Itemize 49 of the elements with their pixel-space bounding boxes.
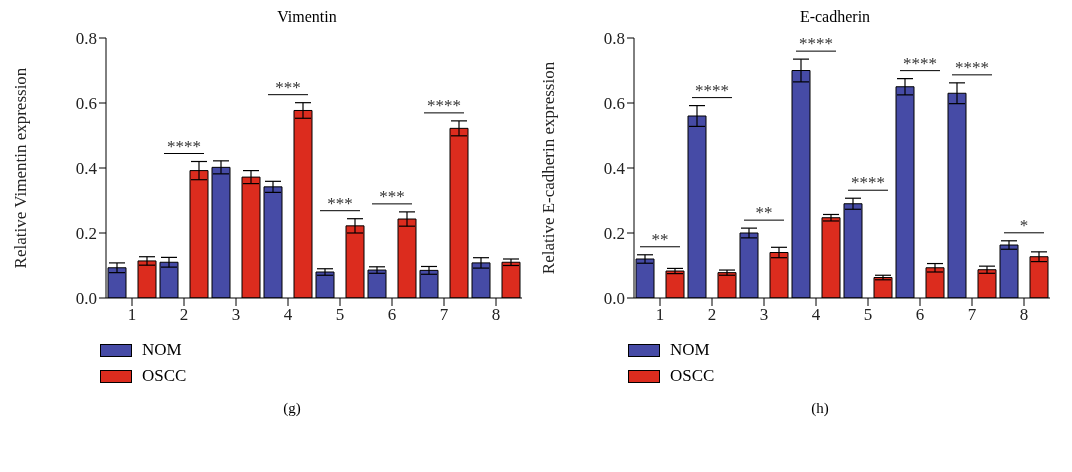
data-label: ****: [955, 57, 989, 77]
data-label: ****: [903, 53, 937, 73]
x-tick-label: 5: [335, 305, 345, 325]
legend-label: NOM: [670, 340, 710, 360]
x-tick-label: 3: [231, 305, 241, 325]
y-tick-label: 0.8: [603, 29, 625, 49]
chart-title: Vimentin: [276, 8, 337, 27]
y-tick-label: 0.4: [603, 159, 626, 179]
data-label: **: [651, 229, 669, 249]
data-label: *: [1019, 215, 1029, 235]
text: (h): [810, 400, 829, 417]
y-axis-title: Relative E-cadherin expression: [539, 61, 559, 275]
x-tick-label: 6: [915, 305, 925, 325]
y-tick-label: 0.2: [75, 224, 97, 244]
legend-label: OSCC: [142, 366, 187, 386]
y-tick-label: 0.0: [603, 289, 625, 309]
y-tick-label: 0.6: [75, 94, 97, 114]
x-tick-label: 6: [387, 305, 397, 325]
x-tick-label: 4: [811, 305, 821, 325]
x-tick-label: 5: [863, 305, 873, 325]
data-label: ****: [851, 173, 885, 193]
x-tick-label: 1: [655, 305, 665, 325]
x-tick-label: 8: [491, 305, 501, 325]
y-axis-title: Relative Vimentin expression: [11, 67, 31, 269]
chart-title: E-cadherin: [798, 8, 871, 27]
x-tick-label: 2: [179, 305, 189, 325]
data-label: ***: [379, 186, 405, 206]
data-label: ****: [427, 95, 461, 115]
y-tick-label: 0.2: [603, 224, 625, 244]
x-tick-label: 1: [127, 305, 137, 325]
data-label: ***: [327, 193, 353, 213]
x-tick-label: 7: [967, 305, 977, 325]
legend-label: NOM: [142, 340, 182, 360]
data-label: ****: [167, 136, 201, 156]
y-tick-label: 0.0: [75, 289, 97, 309]
x-tick-label: 2: [707, 305, 717, 325]
x-tick-label: 7: [439, 305, 449, 325]
y-tick-label: 0.6: [603, 94, 625, 114]
legend-label: OSCC: [670, 366, 715, 386]
x-tick-label: 8: [1019, 305, 1029, 325]
y-tick-label: 0.4: [75, 159, 98, 179]
y-tick-label: 0.8: [75, 29, 97, 49]
data-label: ****: [799, 34, 833, 54]
data-label: ***: [275, 77, 301, 97]
x-tick-label: 3: [759, 305, 769, 325]
data-label: ****: [695, 80, 729, 100]
x-tick-label: 4: [283, 305, 293, 325]
text: (g): [282, 400, 301, 417]
data-label: **: [755, 203, 773, 223]
